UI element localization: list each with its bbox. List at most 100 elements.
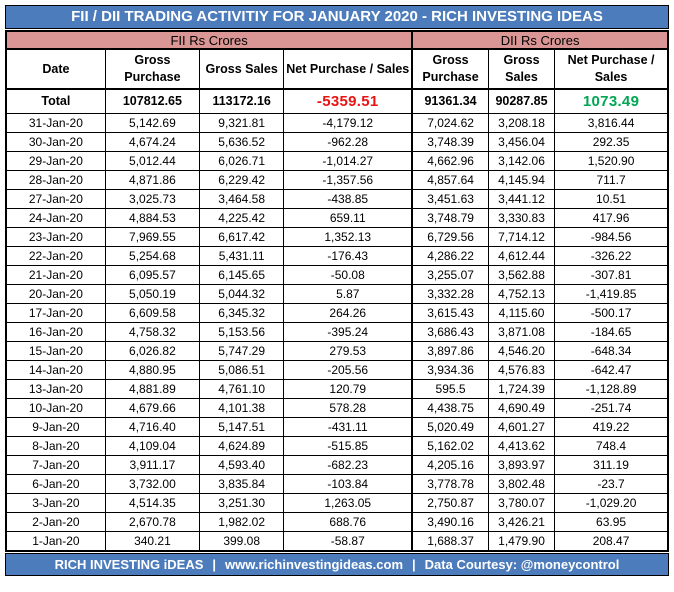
value-cell: -1,357.56 (283, 169, 413, 190)
table-row: 3-Jan-20 4,514.35 3,251.30 1,263.05 2,750.87… (5, 492, 669, 513)
date-cell: 31-Jan-20 (5, 112, 106, 133)
value-cell: 3,441.12 (487, 188, 556, 209)
date-cell: 10-Jan-20 (5, 397, 106, 418)
value-cell: 5,086.51 (199, 359, 285, 380)
value-cell: 4,716.40 (104, 416, 201, 437)
footer-brand: RICH INVESTING iDEAS (54, 556, 204, 572)
value-cell: 6,729.56 (411, 226, 489, 247)
total-label: Total (5, 88, 106, 114)
value-cell: 3,251.30 (199, 492, 285, 513)
col-dii-gross-purchase: Gross Purchase (411, 48, 489, 90)
value-cell: 4,884.53 (104, 207, 201, 228)
value-cell: 3,615.43 (411, 302, 489, 323)
value-cell: 3,332.28 (411, 283, 489, 304)
value-cell: 3,451.63 (411, 188, 489, 209)
value-cell: 4,761.10 (199, 378, 285, 399)
value-cell: 4,679.66 (104, 397, 201, 418)
value-cell: -103.84 (283, 473, 413, 494)
value-cell: 4,225.42 (199, 207, 285, 228)
date-cell: 16-Jan-20 (5, 321, 106, 342)
table-row: 23-Jan-20 7,969.55 6,617.42 1,352.13 6,729.5… (5, 226, 669, 247)
value-cell: 4,145.94 (487, 169, 556, 190)
date-cell: 1-Jan-20 (5, 530, 106, 551)
date-cell: 28-Jan-20 (5, 169, 106, 190)
value-cell: -1,419.85 (554, 283, 669, 304)
table-row: 31-Jan-20 5,142.69 9,321.81 -4,179.12 7,024.… (5, 112, 669, 133)
value-cell: 4,514.35 (104, 492, 201, 513)
value-cell: 4,758.32 (104, 321, 201, 342)
value-cell: -307.81 (554, 264, 669, 285)
table-row: 8-Jan-20 4,109.04 4,624.89 -515.85 5,162.02 4… (5, 435, 669, 456)
value-cell: 4,205.16 (411, 454, 489, 475)
value-cell: 3,562.88 (487, 264, 556, 285)
value-cell: 2,670.78 (104, 511, 201, 532)
value-cell: 5,636.52 (199, 131, 285, 152)
value-cell: 3,934.36 (411, 359, 489, 380)
table-row: 7-Jan-20 3,911.17 4,593.40 -682.23 4,205.16 3… (5, 454, 669, 475)
value-cell: 4,752.13 (487, 283, 556, 304)
value-cell: -682.23 (283, 454, 413, 475)
date-cell: 14-Jan-20 (5, 359, 106, 380)
table-row: 15-Jan-20 6,026.82 5,747.29 279.53 3,897.86 4… (5, 340, 669, 361)
value-cell: 3,802.48 (487, 473, 556, 494)
table-row: 9-Jan-20 4,716.40 5,147.51 -431.11 5,020.49 4… (5, 416, 669, 437)
value-cell: 3,778.78 (411, 473, 489, 494)
value-cell: 7,714.12 (487, 226, 556, 247)
value-cell: 3,255.07 (411, 264, 489, 285)
col-fii-gross-sales: Gross Sales (199, 48, 285, 90)
value-cell: 3,897.86 (411, 340, 489, 361)
value-cell: 4,576.83 (487, 359, 556, 380)
value-cell: -4,179.12 (283, 112, 413, 133)
value-cell: 5,747.29 (199, 340, 285, 361)
value-cell: 4,601.27 (487, 416, 556, 437)
value-cell: 4,662.96 (411, 150, 489, 171)
value-cell: 5.87 (283, 283, 413, 304)
date-cell: 8-Jan-20 (5, 435, 106, 456)
value-cell: 6,617.42 (199, 226, 285, 247)
value-cell: 3,732.00 (104, 473, 201, 494)
value-cell: 5,020.49 (411, 416, 489, 437)
total-dii-gross-sales: 90287.85 (487, 88, 556, 114)
value-cell: 5,162.02 (411, 435, 489, 456)
table-row: 20-Jan-20 5,050.19 5,044.32 5.87 3,332.28 4,7… (5, 283, 669, 304)
table-row: 2-Jan-20 2,670.78 1,982.02 688.76 3,490.16 3,… (5, 511, 669, 532)
value-cell: 7,024.62 (411, 112, 489, 133)
value-cell: 3,456.04 (487, 131, 556, 152)
value-cell: 688.76 (283, 511, 413, 532)
footer-bar: RICH INVESTING iDEAS | www.richinvestingid… (5, 552, 669, 576)
value-cell: -23.7 (554, 473, 669, 494)
value-cell: 5,044.32 (199, 283, 285, 304)
value-cell: 3,835.84 (199, 473, 285, 494)
value-cell: 5,050.19 (104, 283, 201, 304)
date-cell: 2-Jan-20 (5, 511, 106, 532)
value-cell: -251.74 (554, 397, 669, 418)
table-row: 10-Jan-20 4,679.66 4,101.38 578.28 4,438.75 4… (5, 397, 669, 418)
value-cell: -984.56 (554, 226, 669, 247)
value-cell: 4,115.60 (487, 302, 556, 323)
value-cell: 1,724.39 (487, 378, 556, 399)
value-cell: 6,229.42 (199, 169, 285, 190)
table-row: 24-Jan-20 4,884.53 4,225.42 659.11 3,748.79 3… (5, 207, 669, 228)
value-cell: 4,624.89 (199, 435, 285, 456)
table-row: 29-Jan-20 5,012.44 6,026.71 -1,014.27 4,662.… (5, 150, 669, 171)
section-header-fii: FII Rs Crores (5, 30, 413, 50)
value-cell: -515.85 (283, 435, 413, 456)
col-dii-net: Net Purchase / Sales (554, 48, 669, 90)
value-cell: 10.51 (554, 188, 669, 209)
value-cell: -176.43 (283, 245, 413, 266)
fii-dii-table: FII Rs Crores DII Rs Crores Date Gross P… (5, 30, 669, 552)
value-cell: 5,142.69 (104, 112, 201, 133)
value-cell: 5,012.44 (104, 150, 201, 171)
value-cell: 6,345.32 (199, 302, 285, 323)
table-row: 6-Jan-20 3,732.00 3,835.84 -103.84 3,778.78 3… (5, 473, 669, 494)
value-cell: 711.7 (554, 169, 669, 190)
value-cell: 3,816.44 (554, 112, 669, 133)
value-cell: -58.87 (283, 530, 413, 551)
value-cell: 4,690.49 (487, 397, 556, 418)
value-cell: 9,321.81 (199, 112, 285, 133)
table-body: 31-Jan-20 5,142.69 9,321.81 -4,179.12 7,024.… (5, 112, 669, 551)
value-cell: 1,263.05 (283, 492, 413, 513)
value-cell: 399.08 (199, 530, 285, 551)
value-cell: 5,254.68 (104, 245, 201, 266)
value-cell: 5,147.51 (199, 416, 285, 437)
